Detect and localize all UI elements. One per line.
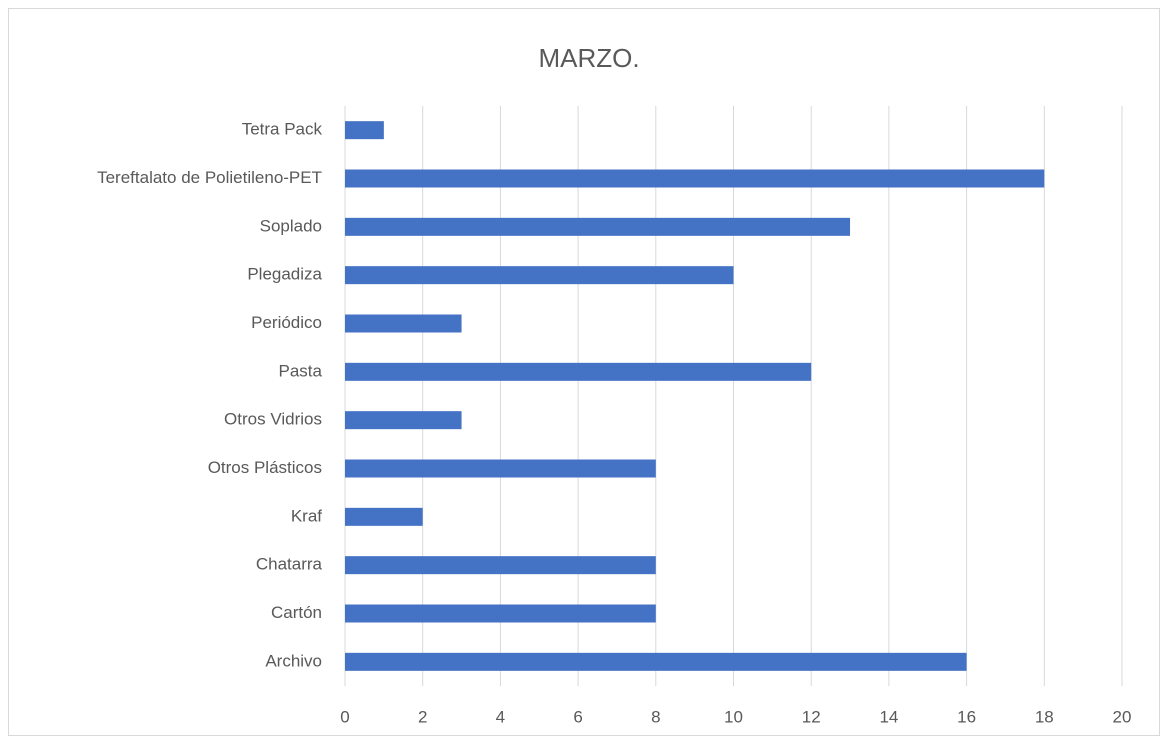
x-tick-label: 2 [418, 707, 427, 726]
x-tick-label: 18 [1035, 707, 1054, 726]
y-tick-label: Otros Vidrios [224, 410, 322, 429]
bar [345, 411, 462, 430]
bar [345, 507, 423, 526]
x-tick-label: 20 [1113, 707, 1132, 726]
y-tick-label: Otros Plásticos [208, 458, 322, 477]
x-tick-label: 6 [573, 707, 582, 726]
x-tick-label: 14 [879, 707, 898, 726]
y-tick-label: Chatarra [256, 555, 323, 574]
bar [345, 217, 851, 236]
y-tick-label: Soplado [260, 216, 322, 235]
bar [345, 169, 1045, 188]
y-tick-label: Tetra Pack [242, 120, 323, 139]
y-tick-label: Tereftalato de Polietileno-PET [97, 168, 322, 187]
bar [345, 459, 656, 478]
bar [345, 652, 967, 671]
y-tick-label: Plegadiza [247, 265, 322, 284]
y-tick-label: Archivo [265, 651, 322, 670]
x-tick-label: 8 [651, 707, 660, 726]
x-tick-label: 0 [340, 707, 349, 726]
bar [345, 362, 812, 381]
bar [345, 556, 656, 575]
bar [345, 604, 656, 623]
y-tick-label: Kraf [291, 506, 322, 525]
x-tick-label: 12 [802, 707, 821, 726]
x-tick-label: 4 [496, 707, 505, 726]
x-tick-label: 10 [724, 707, 743, 726]
y-tick-label: Periódico [251, 313, 322, 332]
bar [345, 266, 734, 285]
bar [345, 314, 462, 333]
bar [345, 121, 384, 140]
y-tick-label: Pasta [279, 361, 323, 380]
chart-title: MARZO. [538, 43, 639, 73]
y-tick-label: Cartón [271, 603, 322, 622]
x-tick-label: 16 [957, 707, 976, 726]
